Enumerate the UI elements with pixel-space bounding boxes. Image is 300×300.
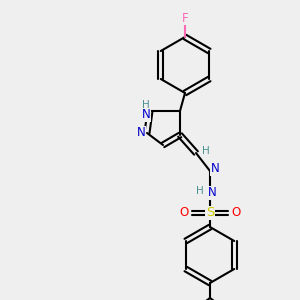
Text: F: F [182, 11, 188, 25]
Text: N: N [211, 163, 219, 176]
Text: H: H [196, 186, 204, 196]
Text: N: N [136, 127, 146, 140]
Text: N: N [142, 109, 150, 122]
Text: H: H [142, 100, 150, 110]
Text: S: S [206, 206, 214, 220]
Text: H: H [202, 146, 210, 156]
Text: O: O [179, 206, 189, 220]
Text: O: O [231, 206, 241, 220]
Text: N: N [208, 187, 216, 200]
